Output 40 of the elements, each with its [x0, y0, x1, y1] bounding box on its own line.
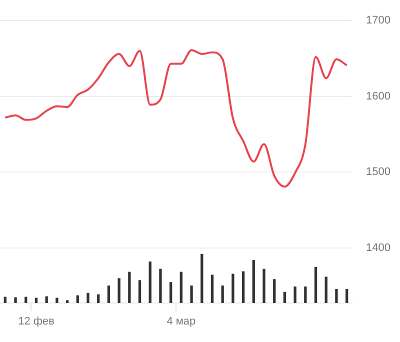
y-tick-label: 1700	[366, 14, 390, 27]
bar	[180, 272, 183, 303]
bar	[345, 288, 348, 303]
bar	[210, 274, 214, 303]
bar	[221, 286, 224, 303]
bar	[45, 296, 48, 303]
bar	[252, 260, 255, 303]
y-tick-label: 1600	[366, 90, 390, 102]
bar	[4, 296, 7, 303]
bar	[148, 262, 152, 303]
bar	[314, 266, 318, 303]
bar	[66, 300, 69, 303]
bar	[324, 276, 328, 303]
bar	[169, 282, 172, 303]
bar	[242, 271, 245, 303]
bar	[56, 298, 58, 303]
bar	[138, 280, 142, 303]
bar	[14, 297, 17, 303]
bar	[76, 295, 79, 303]
bar	[128, 272, 131, 303]
bar	[294, 286, 296, 303]
bar	[200, 254, 204, 303]
bar	[232, 274, 234, 303]
bar	[262, 268, 266, 303]
bar	[273, 279, 276, 303]
bar	[97, 294, 100, 303]
bar	[24, 296, 28, 303]
x-tick-label: 12 фев	[18, 316, 55, 328]
y-tick-label: 1500	[366, 166, 390, 178]
bar	[190, 286, 193, 303]
bar	[86, 292, 90, 303]
bar	[283, 292, 286, 303]
x-tick-label: 4 мар	[166, 316, 196, 328]
bar	[304, 286, 307, 303]
y-tick-label: 1400	[366, 242, 390, 254]
bar	[159, 268, 162, 303]
bar	[107, 286, 110, 303]
line-series	[4, 49, 348, 188]
bar	[118, 278, 120, 303]
bar	[335, 288, 338, 303]
